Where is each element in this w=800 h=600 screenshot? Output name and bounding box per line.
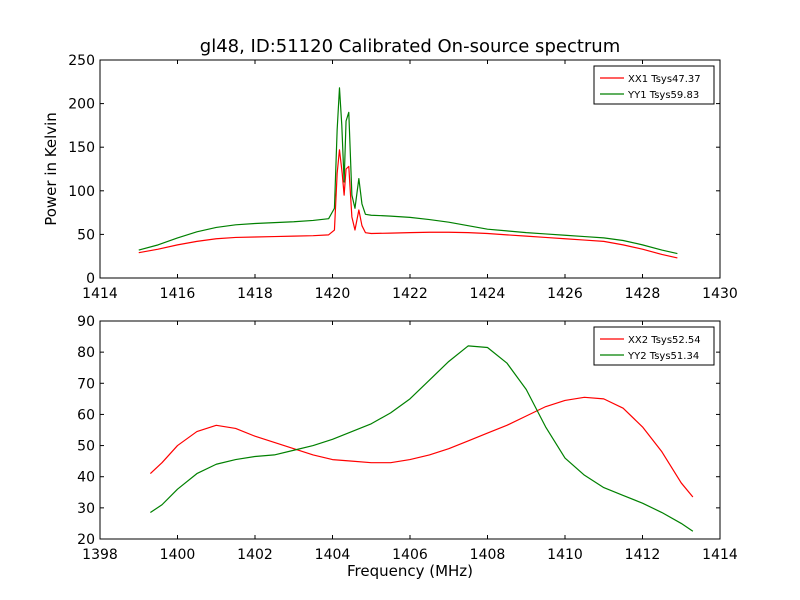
y-tick-label: 200 [68,97,95,113]
x-tick-label: 1406 [392,547,428,563]
legend-box [593,65,715,105]
x-axis-label: Frequency (MHz) [347,562,473,580]
legend: XX1 Tsys47.37 YY1 Tsys59.83 [593,65,715,105]
x-tick-label: 1426 [547,286,583,302]
y-tick-label: 40 [77,470,95,486]
x-tick-label: 1410 [547,547,583,563]
series-line-yy1 [138,87,678,255]
x-tick-label: 1412 [625,547,661,563]
y-tick-label: 100 [68,184,95,200]
series-line-yy2 [150,345,694,532]
series-line-xx2 [149,396,694,498]
legend-label: YY2 Tsys51.34 [627,351,699,362]
y-tick-label: 80 [77,345,95,361]
x-tick-label: 1420 [315,286,351,302]
legend-label: XX2 Tsys52.54 [628,335,701,346]
x-tick-label: 1400 [160,547,196,563]
x-tick-label: 1430 [702,286,738,302]
y-tick-label: 0 [86,271,95,287]
y-tick-label: 60 [77,407,95,423]
legend-label: XX1 Tsys47.37 [628,74,701,85]
chart-title: gl48, ID:51120 Calibrated On-source spec… [200,36,620,57]
y-tick-label: 30 [77,501,95,517]
legend: XX2 Tsys52.54 YY2 Tsys51.34 [593,326,715,366]
x-tick-label: 1416 [160,286,196,302]
y-tick-label: 250 [68,53,95,69]
legend-label: YY1 Tsys59.83 [627,90,699,101]
y-tick-label: 50 [77,227,95,243]
legend-box [593,326,715,366]
x-tick-label: 1424 [470,286,506,302]
y-axis-label: Power in Kelvin [42,112,60,226]
x-tick-label: 1422 [392,286,428,302]
x-tick-label: 1404 [315,547,351,563]
x-tick-label: 1414 [82,286,118,302]
x-tick-label: 1428 [625,286,661,302]
y-tick-label: 20 [77,532,95,548]
y-tick-label: 150 [68,140,95,156]
y-tick-label: 90 [77,314,95,330]
x-tick-label: 1398 [82,547,118,563]
y-tick-label: 50 [77,439,95,455]
x-tick-label: 1418 [237,286,273,302]
x-tick-label: 1408 [470,547,506,563]
subplot-1: 1414 1416 1418 1420 1422 1424 1426 1428 1430 0 50 1… [68,53,738,302]
series-line-xx1 [138,149,678,259]
x-tick-label: 1414 [702,547,738,563]
x-tick-label: 1402 [237,547,273,563]
y-tick-label: 70 [77,376,95,392]
subplot-2: 1398 1400 1402 1404 1406 1408 1410 1412 1414 20 30… [77,314,738,563]
